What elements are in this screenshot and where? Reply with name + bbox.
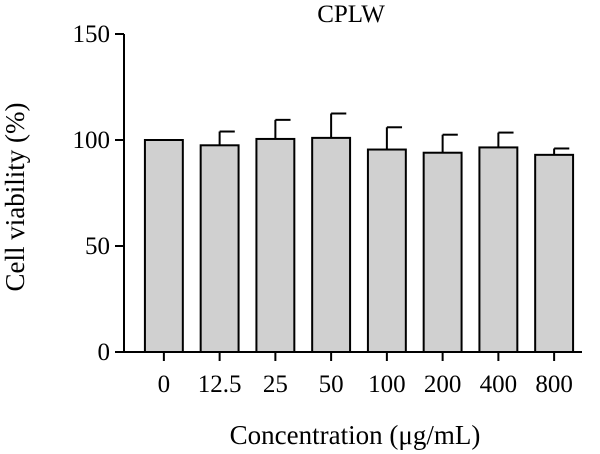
bars <box>143 112 575 353</box>
x-tick-label: 12.5 <box>198 371 242 398</box>
y-axis-title: Cell viability (%) <box>0 103 30 292</box>
bar <box>366 148 407 353</box>
x-axis-title: Concentration (μg/mL) <box>230 420 481 450</box>
bar <box>199 144 240 353</box>
x-axis: 0 12.5 25 50 100 200 400 800 <box>124 351 582 398</box>
x-tick-label: 400 <box>480 371 518 398</box>
x-tick-label: 800 <box>535 371 573 398</box>
chart-title: CPLW <box>317 1 385 28</box>
y-axis: 0 50 100 150 <box>73 21 125 366</box>
x-tick-label: 100 <box>368 371 406 398</box>
x-tick-label: 25 <box>263 371 288 398</box>
y-tick-label: 0 <box>98 339 111 366</box>
x-tick-label: 200 <box>424 371 462 398</box>
bar <box>534 153 575 353</box>
bar <box>311 136 352 353</box>
x-tick-label: 50 <box>319 371 344 398</box>
y-tick-label: 150 <box>73 21 111 48</box>
bar <box>143 139 184 353</box>
x-tick-label: 0 <box>158 371 171 398</box>
bar <box>422 151 463 353</box>
bar <box>255 137 296 353</box>
bar <box>478 146 519 353</box>
y-tick-label: 100 <box>73 127 111 154</box>
y-tick-label: 50 <box>85 233 110 260</box>
